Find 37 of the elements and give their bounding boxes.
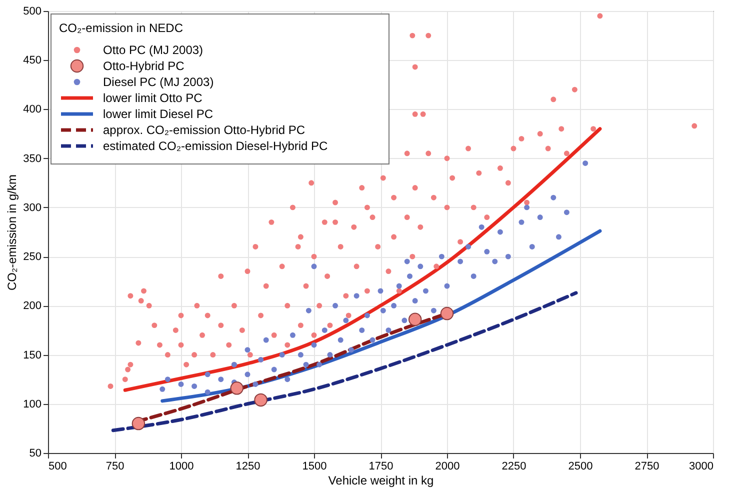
point: [132, 416, 146, 430]
point: [440, 306, 454, 320]
y-tick-label: 400: [23, 104, 42, 116]
point: [254, 393, 268, 407]
x-tick-label: 2750: [634, 460, 660, 472]
y-tick-label: 50: [29, 448, 42, 460]
point: [230, 382, 244, 395]
x-tick-label: 2500: [568, 460, 593, 472]
y-tick-label: 200: [23, 300, 42, 312]
y-tick-label: 250: [23, 251, 42, 264]
legend-label: approx. CO₂-emission Otto-Hybrid PC: [103, 123, 306, 137]
legend-label: Otto-Hybrid PC: [103, 59, 185, 73]
y-tick-label: 150: [23, 349, 42, 362]
point: [408, 312, 422, 326]
y-tick-label: 300: [23, 202, 42, 214]
x-tick-label: 750: [106, 460, 124, 472]
x-tick-label: 500: [48, 460, 67, 472]
x-tick-label: 1500: [302, 460, 327, 472]
y-tick-label: 450: [23, 54, 42, 67]
legend-label: Otto PC (MJ 2003): [103, 43, 204, 57]
legend-label: lower limit Otto PC: [103, 91, 203, 105]
x-tick-label: 1250: [236, 460, 260, 472]
x-tick-label: 3000: [689, 460, 714, 472]
y-tick-label: 100: [23, 398, 42, 410]
line-series: [111, 291, 578, 432]
x-tick-label: 2250: [502, 460, 526, 472]
y-axis-title: CO₂-emission in g/km: [5, 174, 20, 291]
legend-label: lower limit Diesel PC: [103, 107, 214, 121]
legend-title: CO₂-emission in NEDC: [59, 21, 184, 35]
x-axis-title: Vehicle weight in kg: [328, 474, 434, 488]
x-tick-label: 2000: [435, 460, 460, 472]
legend-label: estimated CO₂-emission Diesel-Hybrid PC: [103, 139, 328, 153]
x-tick-label: 1750: [368, 460, 394, 472]
y-tick-label: 500: [23, 6, 42, 18]
legend-label: Diesel PC (MJ 2003): [103, 75, 214, 89]
x-tick-label: 1000: [169, 460, 194, 472]
y-tick-label: 350: [23, 152, 42, 165]
